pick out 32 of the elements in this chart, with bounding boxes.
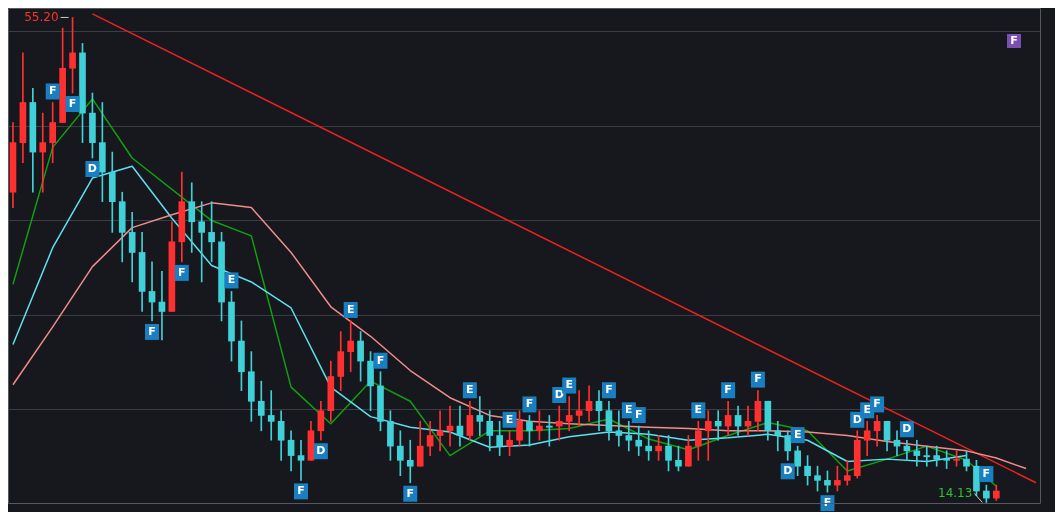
annotation: E: [346, 302, 355, 316]
annotation: F: [873, 397, 881, 411]
annotation: D: [316, 444, 326, 458]
annotation: 14.13: [938, 485, 973, 500]
annotation: F: [297, 484, 305, 498]
annotation: D: [87, 161, 97, 175]
annotation: D: [783, 464, 793, 478]
annotation: F: [605, 383, 613, 397]
annotation: E: [565, 378, 573, 392]
annotation: F: [148, 324, 156, 338]
annotation: F: [724, 383, 732, 397]
annotation: D: [902, 422, 912, 436]
annotation: F: [48, 84, 57, 98]
annotation: E: [863, 403, 871, 417]
annotation: D: [852, 412, 862, 426]
annotation: F: [525, 397, 534, 411]
annotation: F: [754, 372, 762, 386]
annotation: F: [406, 486, 415, 500]
annotation: F: [634, 407, 643, 421]
annotation: E: [793, 427, 802, 441]
annotation: E: [694, 403, 703, 417]
annotation: F: [982, 466, 991, 480]
annotation: F: [68, 96, 77, 110]
annotation: E: [625, 403, 633, 417]
annotation: F: [178, 265, 186, 279]
annotation: E: [227, 273, 236, 287]
annotation: 55.20: [24, 9, 59, 24]
annotation: F: [1010, 33, 1018, 47]
annotation: D: [554, 387, 564, 401]
annotation: E: [505, 412, 514, 426]
annotation: E: [466, 383, 474, 397]
annotation: F: [376, 353, 385, 367]
